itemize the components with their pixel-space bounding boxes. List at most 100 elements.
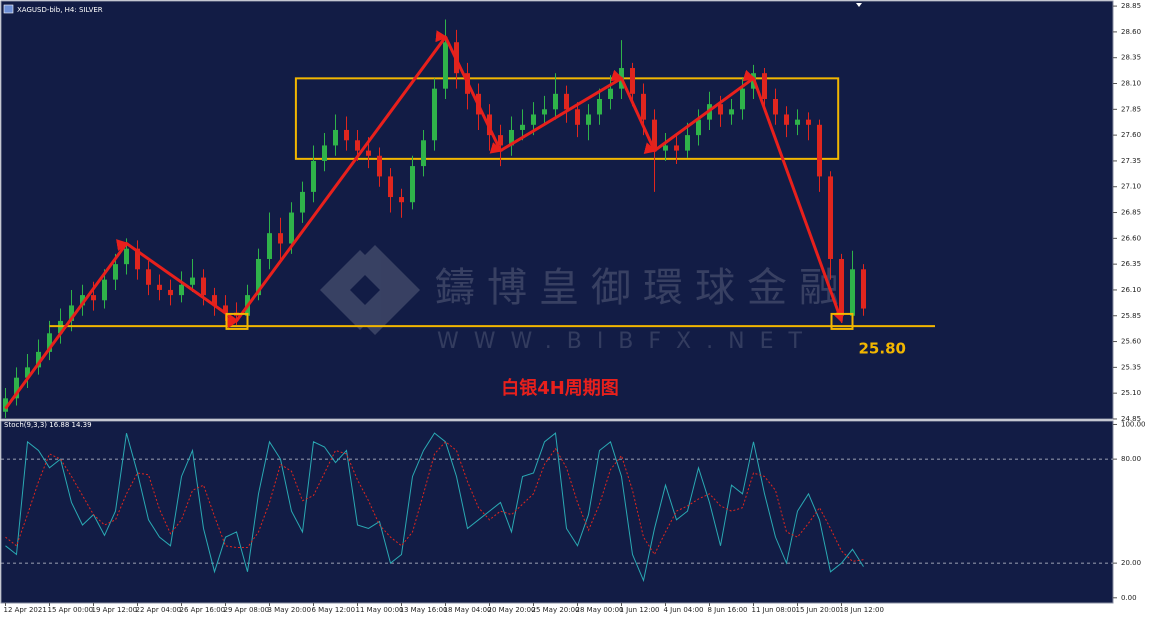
candle-body	[641, 93, 646, 120]
chart-icon	[3, 4, 14, 14]
y-tick-label: 20.00	[1121, 559, 1141, 567]
candle-body	[102, 279, 107, 301]
x-tick-label: 6 May 12:00	[312, 606, 356, 614]
x-tick-label: 3 May 20:00	[268, 606, 312, 614]
y-tick-label: 28.85	[1121, 2, 1141, 10]
candle-body	[3, 398, 8, 412]
candle-body	[157, 284, 162, 290]
candle-body	[311, 160, 316, 192]
candle-body	[795, 119, 800, 125]
candle-body	[432, 88, 437, 141]
candle-body	[586, 114, 591, 125]
candle-body	[564, 93, 569, 110]
candle-body	[630, 68, 635, 94]
candle-body	[553, 93, 558, 110]
candle-body	[69, 305, 74, 321]
y-tick-label: 27.10	[1121, 183, 1141, 191]
candle-body	[850, 269, 855, 316]
candle-body	[729, 109, 734, 115]
zigzag-line	[4, 30, 844, 410]
chart-title: XAGUSD-bib, H4: SILVER	[17, 6, 103, 14]
candle-body	[146, 269, 151, 285]
candle-body	[344, 129, 349, 141]
y-tick-label: 26.85	[1121, 209, 1141, 217]
x-tick-label: 4 Jun 04:00	[664, 606, 704, 614]
candle-body	[300, 191, 305, 213]
candle-body	[58, 320, 63, 334]
x-tick-label: 29 Apr 08:00	[224, 606, 270, 614]
highlight-box	[225, 312, 249, 330]
x-tick-label: 1 Jun 12:00	[620, 606, 660, 614]
y-tick-label: 28.35	[1121, 54, 1141, 62]
candle-body	[25, 367, 30, 378]
candle-body	[421, 140, 426, 167]
x-tick-label: 15 Apr 00:00	[48, 606, 94, 614]
candle-body	[773, 98, 778, 115]
candle-body	[113, 264, 118, 280]
x-tick-label: 18 May 04:00	[444, 606, 492, 614]
candle-body	[168, 289, 173, 296]
watermark-name: 鑄博皇御環球金融	[435, 265, 851, 311]
candle-body	[520, 124, 525, 130]
candle-body	[685, 135, 690, 151]
candle-body	[190, 277, 195, 285]
candle-body	[575, 109, 580, 125]
candle-body	[828, 176, 833, 259]
candle-body	[608, 88, 613, 99]
candle-body	[124, 248, 129, 265]
x-tick-label: 15 Jun 20:00	[796, 606, 840, 614]
candle-body	[91, 295, 96, 301]
stoch-line	[5, 441, 864, 562]
x-tick-label: 11 May 00:00	[356, 606, 404, 614]
candle-body	[674, 145, 679, 151]
x-tick-label: 11 Jun 08:00	[752, 606, 796, 614]
candle-body	[388, 176, 393, 198]
x-tick-label: 19 Apr 12:00	[92, 606, 138, 614]
candle-body	[80, 295, 85, 306]
y-tick-label: 28.10	[1121, 80, 1141, 88]
x-tick-label: 28 May 00:00	[576, 606, 624, 614]
y-tick-label: 27.60	[1121, 131, 1141, 139]
highlight-box	[830, 312, 854, 330]
x-tick-label: 26 Apr 16:00	[180, 606, 226, 614]
candle-body	[366, 150, 371, 156]
candle-body	[718, 104, 723, 115]
shift-marker	[856, 3, 862, 7]
candle-body	[443, 42, 448, 89]
y-tick-label: 26.35	[1121, 260, 1141, 268]
y-tick-label: 80.00	[1121, 455, 1141, 463]
candle-body	[399, 197, 404, 203]
candle-body	[663, 145, 668, 151]
candle-body	[542, 109, 547, 115]
candle-body	[322, 145, 327, 161]
x-tick-label: 8 Jun 16:00	[708, 606, 748, 614]
candle-body	[531, 114, 536, 125]
stoch-panel	[0, 420, 1114, 604]
y-tick-label: 26.60	[1121, 234, 1141, 242]
candle-body	[36, 351, 41, 368]
y-tick-label: 25.85	[1121, 312, 1141, 320]
candle-body	[47, 333, 52, 352]
y-tick-label: 25.60	[1121, 338, 1141, 346]
candle-body	[355, 140, 360, 151]
candle-body	[817, 124, 822, 177]
watermark-url: WWW.BIBFX.NET	[437, 329, 817, 354]
candle-body	[806, 119, 811, 125]
candle-body	[289, 212, 294, 244]
stoch-line	[5, 432, 864, 583]
price-label: 25.80	[859, 339, 906, 357]
candle-body	[179, 284, 184, 296]
x-tick-label: 18 Jun 12:00	[840, 606, 884, 614]
y-tick-label: 27.35	[1121, 157, 1141, 165]
x-tick-label: 13 May 16:00	[400, 606, 448, 614]
candle-body	[333, 129, 338, 146]
indicator-title: Stoch(9,3,3) 16.88 14.39	[4, 421, 92, 429]
candle-body	[784, 114, 789, 125]
y-tick-label: 25.10	[1121, 389, 1141, 397]
candle-body	[201, 277, 206, 296]
candle-body	[377, 155, 382, 177]
y-tick-label: 26.10	[1121, 286, 1141, 294]
x-tick-label: 22 Apr 04:00	[136, 606, 182, 614]
chart-note: 白银4H周期图	[501, 377, 619, 399]
